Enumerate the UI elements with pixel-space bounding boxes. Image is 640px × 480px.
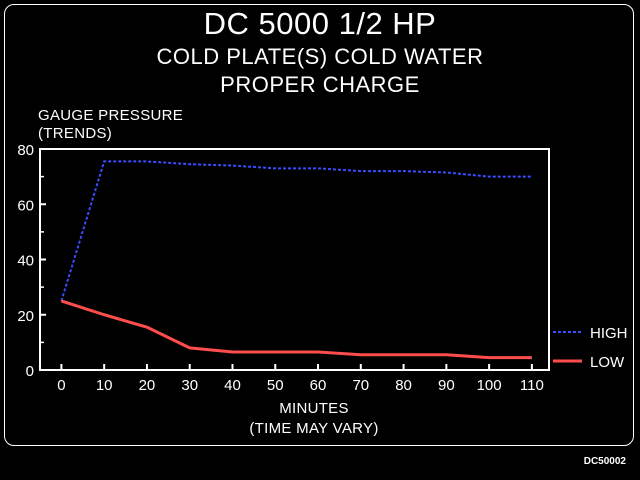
chart-title: DC 5000 1/2 HP <box>203 6 437 41</box>
series-line-high <box>60 160 532 302</box>
chart-subtitle-1: COLD PLATE(S) COLD WATER <box>156 44 484 69</box>
x-axis-label-sub: (TIME MAY VARY) <box>249 420 379 437</box>
x-tick-label: 70 <box>352 377 369 394</box>
x-tick-label: 80 <box>395 377 412 394</box>
figure-code: DC50002 <box>583 456 626 467</box>
x-tick-label: 110 <box>520 377 544 394</box>
x-tick-label: 60 <box>310 377 327 394</box>
series-line-low <box>60 299 532 360</box>
x-tick-label: 10 <box>96 377 113 394</box>
y-tick-label: 20 <box>17 308 34 325</box>
legend-label-low: LOW <box>590 354 625 371</box>
y-tick-label: 40 <box>17 253 34 270</box>
chart-subtitle-2: PROPER CHARGE <box>220 72 420 97</box>
x-axis-label: MINUTES <box>279 400 349 417</box>
y-axis-label: GAUGE PRESSURE <box>38 107 184 124</box>
x-tick-label: 30 <box>181 377 198 394</box>
x-tick-label: 90 <box>438 377 455 394</box>
chart-frame <box>4 4 634 446</box>
x-tick-label: 20 <box>139 377 156 394</box>
y-axis-label-sub: (TRENDS) <box>38 125 113 142</box>
x-tick-label: 0 <box>57 377 65 394</box>
y-tick-label: 0 <box>26 363 34 380</box>
x-tick-label: 50 <box>267 377 284 394</box>
y-tick-label: 80 <box>17 142 34 159</box>
y-tick-label: 60 <box>17 197 34 214</box>
plot-area <box>39 148 550 371</box>
x-tick-label: 40 <box>224 377 241 394</box>
x-tick-label: 100 <box>477 377 502 394</box>
legend-label-high: HIGH <box>590 325 628 342</box>
